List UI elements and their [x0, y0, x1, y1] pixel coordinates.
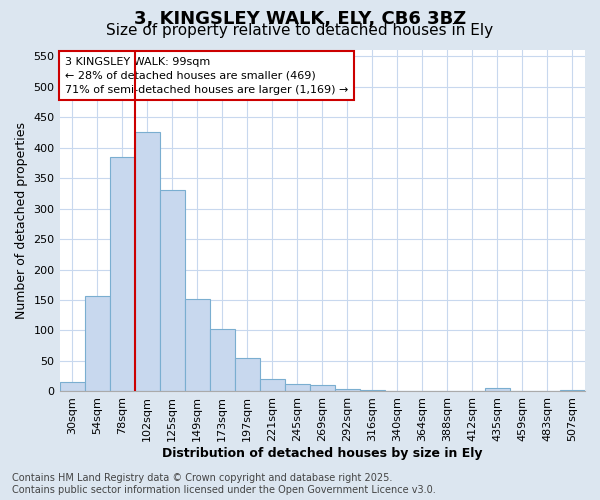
Bar — [560, 390, 585, 392]
Bar — [59, 382, 85, 392]
Bar — [209, 330, 235, 392]
Text: Size of property relative to detached houses in Ely: Size of property relative to detached ho… — [106, 22, 494, 38]
Bar — [360, 390, 385, 392]
Bar — [335, 389, 360, 392]
Bar — [310, 386, 335, 392]
Bar — [510, 391, 535, 392]
Bar — [485, 388, 510, 392]
Text: 3, KINGSLEY WALK, ELY, CB6 3BZ: 3, KINGSLEY WALK, ELY, CB6 3BZ — [134, 10, 466, 28]
Text: 3 KINGSLEY WALK: 99sqm
← 28% of detached houses are smaller (469)
71% of semi-de: 3 KINGSLEY WALK: 99sqm ← 28% of detached… — [65, 57, 348, 95]
Bar — [285, 384, 310, 392]
Bar — [185, 299, 209, 392]
Bar — [385, 391, 410, 392]
Y-axis label: Number of detached properties: Number of detached properties — [15, 122, 28, 319]
X-axis label: Distribution of detached houses by size in Ely: Distribution of detached houses by size … — [162, 447, 482, 460]
Bar — [260, 380, 285, 392]
Bar — [110, 156, 134, 392]
Bar — [235, 358, 260, 392]
Bar — [535, 391, 560, 392]
Bar — [85, 296, 110, 392]
Bar — [134, 132, 160, 392]
Bar — [460, 391, 485, 392]
Text: Contains HM Land Registry data © Crown copyright and database right 2025.
Contai: Contains HM Land Registry data © Crown c… — [12, 474, 436, 495]
Bar — [435, 391, 460, 392]
Bar — [160, 190, 185, 392]
Bar — [410, 391, 435, 392]
